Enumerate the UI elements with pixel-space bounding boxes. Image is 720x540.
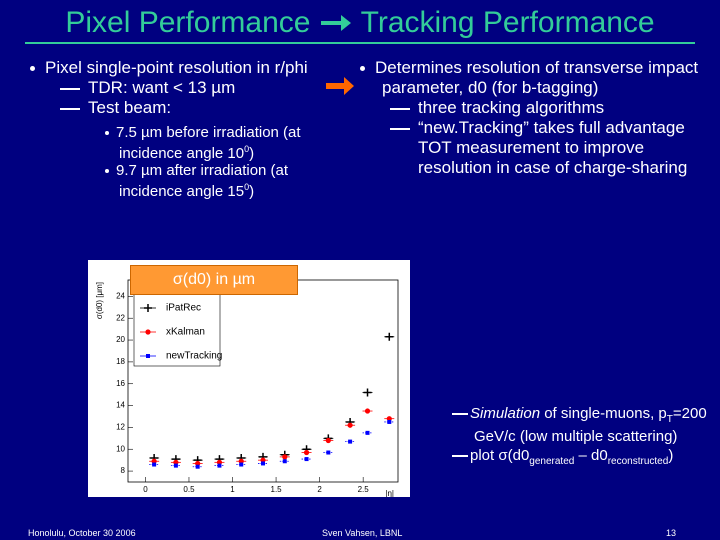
- x-tick-label: 1.5: [271, 485, 283, 494]
- footer-page: 13: [666, 528, 677, 538]
- x-tick-label: 1: [230, 485, 235, 494]
- superscript: 0: [244, 182, 250, 192]
- sub-bullet: three tracking algorithms: [390, 98, 715, 118]
- data-point: [282, 454, 288, 460]
- legend-label: iPatRec: [166, 303, 201, 314]
- x-tick-label: 2.5: [358, 485, 370, 494]
- bullet: Pixel single-point resolution in r/phi: [30, 58, 330, 78]
- annotation-text: of single-muons, p: [540, 405, 667, 422]
- bullet-text: Pixel single-point resolution in r/phi: [45, 58, 308, 77]
- label-box: σ(d0) in µm: [130, 265, 298, 295]
- footer-center: Sven Vahsen, LBNL: [322, 528, 403, 538]
- bullet-text: Determines resolution of transverse impa…: [375, 58, 699, 97]
- y-tick-label: 12: [116, 423, 125, 432]
- sub-bullet: TDR: want < 13 µm: [60, 78, 330, 98]
- annotation: Simulation of single-muons, pT=200 GeV/c…: [452, 405, 717, 470]
- annotation-text: ): [668, 447, 674, 464]
- sub-bullet: Test beam:: [60, 98, 330, 118]
- data-point: [365, 430, 370, 435]
- subsub-text: ): [249, 183, 255, 200]
- data-point: [326, 450, 331, 455]
- data-point: [387, 419, 392, 424]
- orange-arrow: [326, 77, 354, 95]
- y-tick-label: 22: [116, 313, 125, 322]
- slide-title: Pixel Performance Tracking Performance: [0, 6, 720, 40]
- sub-text: TDR: want < 13 µm: [88, 78, 236, 97]
- legend-label: newTracking: [166, 351, 222, 362]
- data-point: [195, 464, 200, 469]
- data-point: [385, 332, 394, 341]
- annotation-text: – d0: [574, 447, 608, 464]
- title-right: Tracking Performance: [360, 6, 655, 39]
- bullet: Determines resolution of transverse impa…: [360, 58, 715, 98]
- subscript: generated: [529, 456, 575, 467]
- y-tick-label: 16: [116, 379, 125, 388]
- x-tick-label: 0.5: [183, 485, 195, 494]
- sub-text: Test beam:: [88, 98, 172, 117]
- annotation-italic: Simulation: [470, 405, 541, 422]
- annotation-text: plot σ(d0: [470, 447, 530, 464]
- annotation-line: Simulation of single-muons, pT=200 GeV/c…: [452, 405, 717, 445]
- y-tick-label: 8: [121, 466, 126, 475]
- y-tick-label: 24: [116, 291, 125, 300]
- title-rule: [25, 42, 695, 44]
- data-point: [217, 463, 222, 468]
- subsub-bullet: 7.5 µm before irradiation (at incidence …: [105, 124, 345, 162]
- x-tick-label: 2: [317, 485, 322, 494]
- x-tick-label: 0: [143, 485, 148, 494]
- plot: 8 10 12 14 16 18 20 22 24 0 0.5 1 1.5 2 2.5 |η| σ(d0) [μ…: [88, 260, 410, 497]
- subscript: T: [666, 414, 673, 425]
- right-column: Determines resolution of transverse impa…: [360, 58, 715, 178]
- subscript: reconstructed: [607, 456, 669, 467]
- data-point: [363, 388, 372, 397]
- data-point: [364, 408, 371, 414]
- x-axis-label: |η|: [385, 489, 394, 497]
- annotation-line: plot σ(d0generated – d0reconstructed): [452, 447, 717, 470]
- legend-label: xKalman: [166, 327, 205, 338]
- sub-text: three tracking algorithms: [418, 98, 605, 117]
- data-point: [304, 457, 309, 462]
- y-axis-label: σ(d0) [μm]: [95, 282, 104, 319]
- subsub-text: 7.5 µm before irradiation (at incidence …: [116, 124, 301, 162]
- data-point: [152, 462, 157, 467]
- legend-marker: [145, 329, 151, 335]
- sub-bullet: “new.Tracking” takes full advantage TOT …: [390, 118, 715, 178]
- footer-left: Honolulu, October 30 2006: [28, 528, 136, 538]
- title-left: Pixel Performance: [65, 6, 311, 39]
- y-tick-label: 20: [116, 335, 125, 344]
- left-column: Pixel single-point resolution in r/phi T…: [30, 58, 330, 200]
- y-tick-label: 10: [116, 444, 125, 453]
- superscript: 0: [244, 144, 250, 154]
- subsub-text: 9.7 µm after irradiation (at incidence a…: [116, 162, 289, 200]
- legend-marker: [146, 354, 150, 358]
- data-point: [303, 449, 310, 456]
- y-tick-label: 18: [116, 357, 125, 366]
- data-point: [325, 437, 331, 444]
- subsub-bullet: 9.7 µm after irradiation (at incidence a…: [105, 162, 345, 200]
- annotation-text: =200 GeV/c (low multiple scattering): [474, 405, 707, 445]
- data-point: [261, 461, 265, 466]
- data-point: [282, 459, 287, 464]
- subsub-text: ): [249, 145, 255, 162]
- data-point: [347, 422, 353, 428]
- sub-text: “new.Tracking” takes full advantage TOT …: [418, 118, 688, 177]
- data-point: [173, 463, 178, 468]
- legend-marker: [144, 304, 152, 312]
- data-point: [239, 462, 244, 467]
- y-tick-label: 14: [116, 401, 125, 410]
- data-point: [348, 439, 353, 444]
- title-arrow: [320, 15, 351, 31]
